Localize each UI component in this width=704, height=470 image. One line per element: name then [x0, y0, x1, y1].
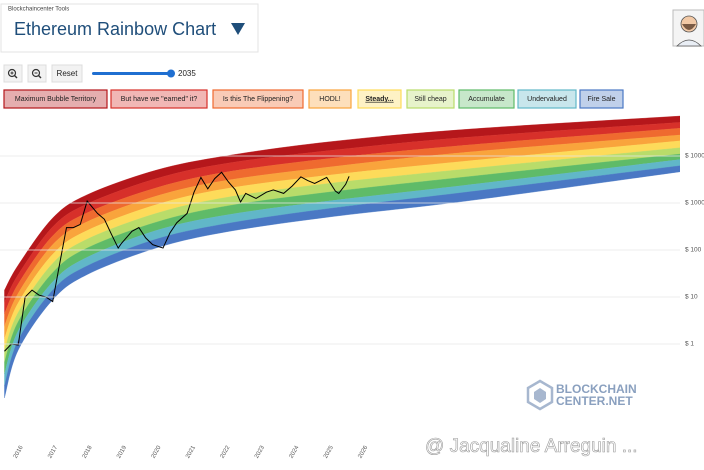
legend-label[interactable]: Still cheap: [414, 96, 446, 103]
chart-title: Ethereum Rainbow Chart: [14, 19, 216, 39]
avatar: [672, 9, 704, 47]
legend-button[interactable]: [406, 89, 455, 109]
brand: Blockchaincenter Tools: [8, 7, 69, 13]
logo-line1: BLOCKCHAIN: [556, 382, 637, 396]
legend-label[interactable]: Accumulate: [468, 96, 505, 103]
legend-label[interactable]: But have we "earned" it?: [121, 96, 198, 103]
legend-button[interactable]: [3, 89, 108, 109]
legend-label[interactable]: Maximum Bubble Territory: [15, 96, 97, 103]
price-line: [4, 171, 350, 352]
legend-label[interactable]: Undervalued: [527, 96, 567, 103]
legend-button[interactable]: [357, 89, 402, 109]
y-tick-label: $ 100: [685, 247, 702, 254]
legend-label[interactable]: HODL!: [319, 96, 340, 103]
legend-button[interactable]: [579, 89, 624, 109]
reset-label[interactable]: Reset: [57, 69, 79, 78]
legend-label[interactable]: Fire Sale: [587, 96, 615, 103]
legend-button[interactable]: [517, 89, 577, 109]
legend-label[interactable]: Is this The Flippening?: [223, 96, 293, 103]
legend-button[interactable]: [308, 89, 352, 109]
slider-track[interactable]: [92, 72, 172, 75]
slider-thumb[interactable]: [167, 69, 175, 78]
slider-value: 2035: [178, 69, 196, 78]
zoom-out[interactable]: [27, 64, 47, 83]
header-box: [0, 3, 259, 53]
legend-button[interactable]: [458, 89, 515, 109]
reset-button[interactable]: [51, 64, 83, 83]
logo-line2: CENTER.NET: [556, 394, 633, 408]
legend-label[interactable]: Steady...: [365, 96, 393, 103]
zoom-in[interactable]: [3, 64, 23, 83]
y-tick-label: $ 1000: [685, 200, 704, 207]
rainbow-band: [4, 165, 680, 399]
y-tick-label: $ 10: [685, 294, 698, 301]
y-tick-label: $ 1: [685, 341, 694, 348]
y-tick-label: $ 10000: [685, 153, 704, 160]
logo: [526, 379, 554, 411]
legend-button[interactable]: [212, 89, 304, 109]
credit: @ Jacqualine Arreguin ...: [425, 436, 638, 457]
dropdown-arrow[interactable]: [231, 23, 245, 35]
legend-button[interactable]: [110, 89, 208, 109]
